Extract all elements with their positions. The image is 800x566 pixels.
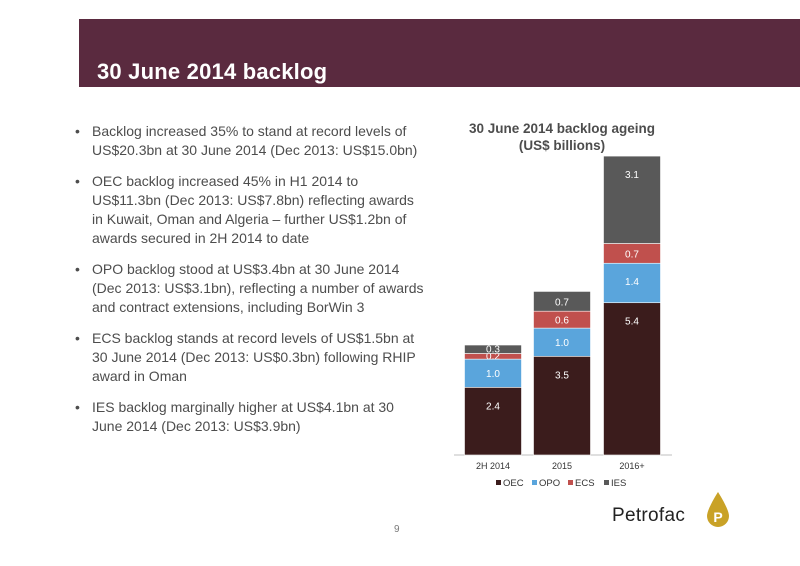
chart-title: 30 June 2014 backlog ageing (US$ billion… bbox=[468, 121, 656, 153]
bar-segment-oec bbox=[603, 302, 661, 456]
bullet-list: Backlog increased 35% to stand at record… bbox=[72, 122, 424, 448]
x-tick-label: 2H 2014 bbox=[476, 461, 510, 471]
page-title: 30 June 2014 backlog bbox=[97, 59, 328, 84]
legend-label: OEC bbox=[503, 478, 524, 489]
bar-segment-ies bbox=[603, 155, 661, 244]
title-bar: 30 June 2014 backlog bbox=[79, 19, 800, 87]
data-label: 2.4 bbox=[486, 401, 500, 412]
bullet-item: IES backlog marginally higher at US$4.1b… bbox=[72, 398, 424, 436]
bullet-item: ECS backlog stands at record levels of U… bbox=[72, 329, 424, 386]
logo-icon-letter: P bbox=[713, 509, 722, 525]
data-label: 1.0 bbox=[486, 369, 500, 380]
data-label: 1.0 bbox=[555, 338, 569, 349]
data-label: 0.3 bbox=[486, 344, 500, 355]
x-tick-label: 2016+ bbox=[619, 461, 644, 471]
bullet-item: OEC backlog increased 45% in H1 2014 to … bbox=[72, 172, 424, 248]
legend-swatch-ecs bbox=[568, 480, 573, 485]
x-tick-label: 2015 bbox=[552, 461, 572, 471]
data-label: 0.7 bbox=[625, 249, 639, 260]
data-label: 0.2 bbox=[486, 351, 500, 362]
data-label: 3.5 bbox=[555, 370, 569, 381]
data-label: 0.6 bbox=[555, 316, 569, 327]
legend-label: ECS bbox=[575, 478, 595, 489]
legend-label: OPO bbox=[539, 478, 560, 489]
legend-swatch-oec bbox=[496, 480, 501, 485]
logo-text: Petrofac bbox=[612, 505, 686, 526]
bar-segment-ies bbox=[464, 344, 522, 354]
bar-segment-oec bbox=[464, 387, 522, 456]
legend-swatch-ies bbox=[604, 480, 609, 485]
data-label: 3.1 bbox=[625, 170, 639, 181]
bar-segment-oec bbox=[533, 356, 591, 456]
bar-segment-opo bbox=[533, 327, 591, 357]
petrofac-droplet-icon: P bbox=[707, 492, 729, 527]
legend-swatch-opo bbox=[532, 480, 537, 485]
bar-segment-ies bbox=[533, 291, 591, 312]
bullet-item: Backlog increased 35% to stand at record… bbox=[72, 122, 424, 160]
legend-label: IES bbox=[611, 478, 626, 489]
page-number: 9 bbox=[394, 524, 400, 535]
stacked-bar-chart: 2.4 1.0 0.20.3 2H 2014 3.5 1.0 0.6 0.7 2015 5.4 1.… bbox=[454, 155, 672, 489]
bullet-item: OPO backlog stood at US$3.4bn at 30 June… bbox=[72, 260, 424, 317]
data-label: 5.4 bbox=[625, 317, 639, 328]
data-label: 0.7 bbox=[555, 297, 569, 308]
bar-segment-opo bbox=[603, 262, 661, 304]
data-label: 1.4 bbox=[625, 277, 639, 288]
bar-segment-opo bbox=[464, 358, 522, 388]
